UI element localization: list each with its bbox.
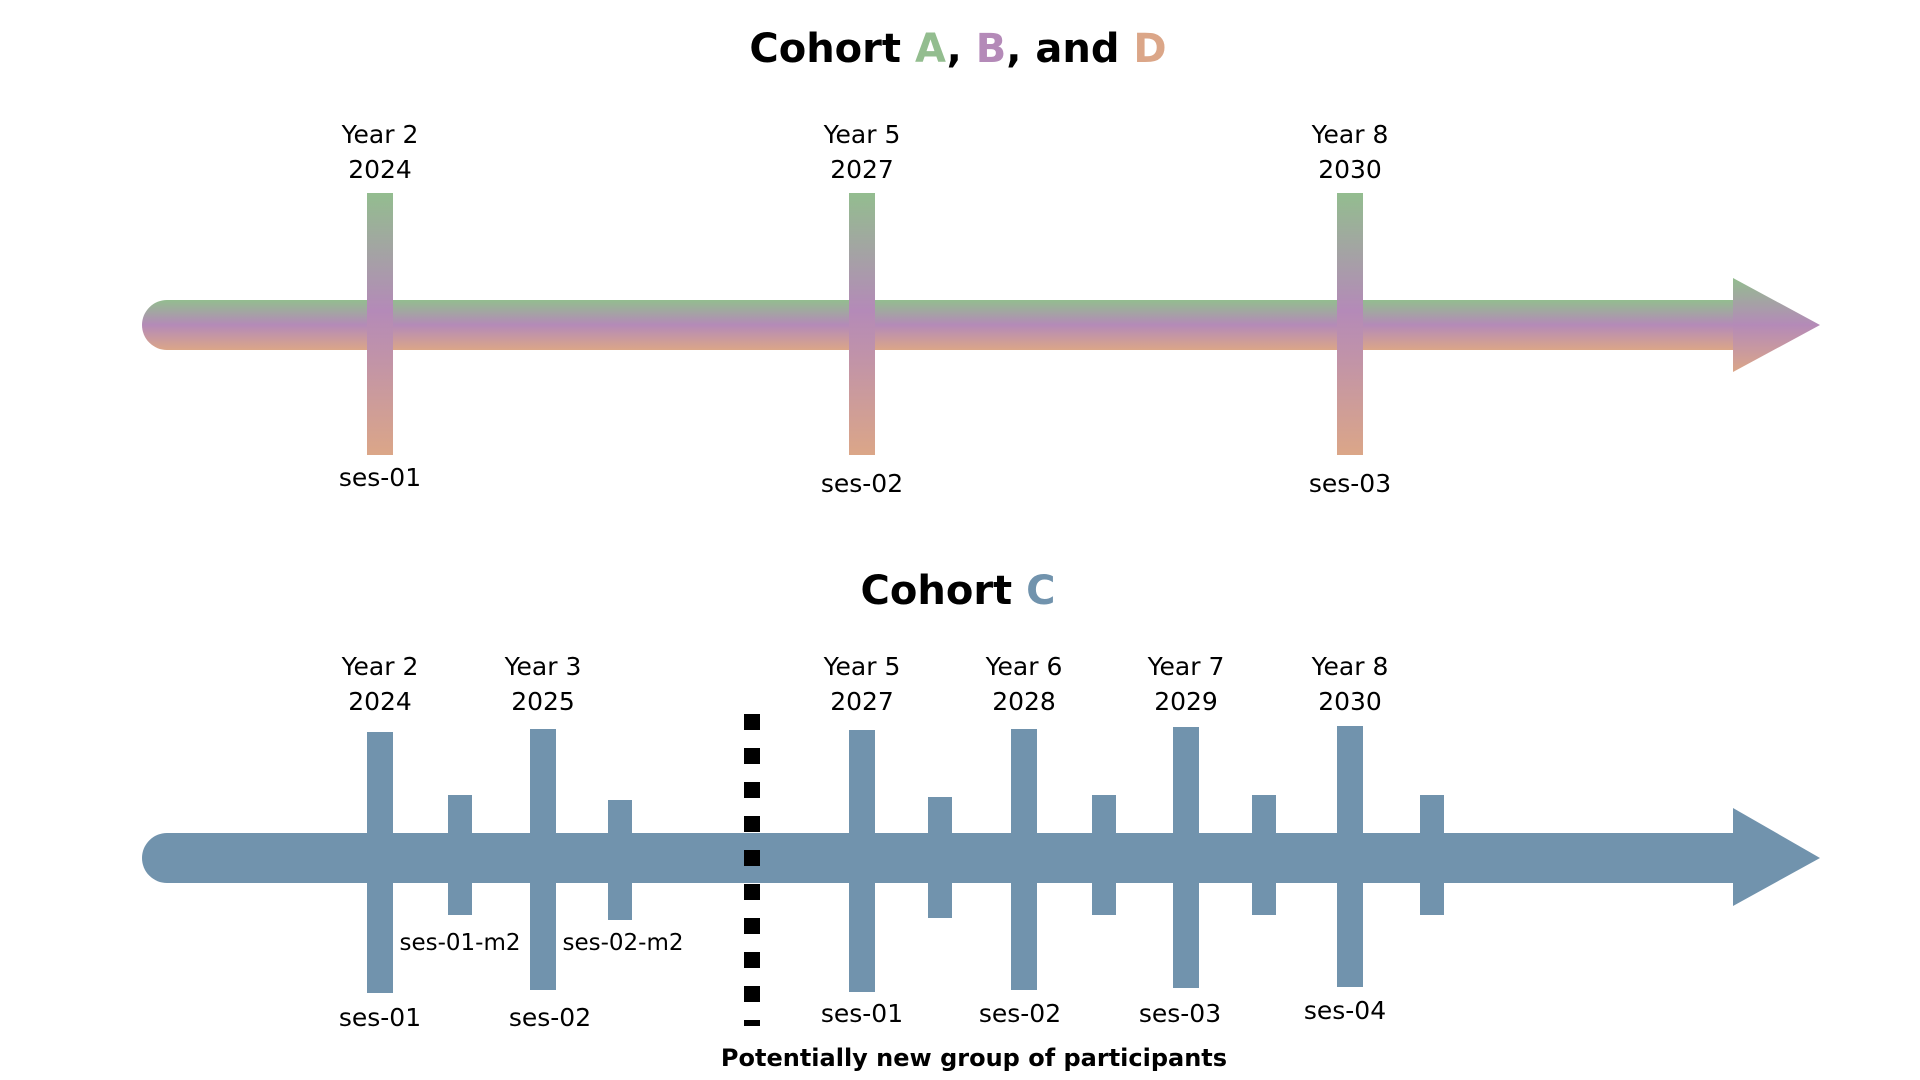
bottom-marker-bar — [1173, 727, 1199, 988]
bottom-title: Cohort C — [861, 568, 1056, 614]
marker-date: 2024 — [348, 155, 412, 184]
marker-date: 2024 — [348, 687, 412, 716]
cohort-a-label: A — [915, 26, 947, 72]
bottom-marker-bar — [1011, 729, 1037, 990]
cohort-b-label: B — [976, 26, 1007, 72]
midpoint-tick — [608, 800, 632, 920]
marker-date: 2027 — [830, 155, 894, 184]
top-marker: Year 2 2024 ses-01 — [339, 120, 421, 492]
top-marker-bar — [849, 193, 875, 455]
marker-session: ses-01 — [821, 999, 903, 1028]
marker-year: Year 6 — [985, 652, 1063, 681]
new-group-note: Potentially new group of participants — [721, 1044, 1227, 1072]
marker-date: 2025 — [511, 687, 575, 716]
bottom-marker: Year 8 2030 ses-04 — [1304, 652, 1389, 1025]
marker-date: 2030 — [1318, 155, 1382, 184]
midpoint-tick — [1252, 795, 1276, 915]
marker-year: Year 3 — [504, 652, 582, 681]
top-title: Cohort A, B, and D — [749, 26, 1166, 72]
bottom-marker: Year 7 2029 ses-03 — [1139, 652, 1225, 1028]
marker-date: 2029 — [1154, 687, 1218, 716]
cohort-c-label: C — [1026, 568, 1055, 614]
midpoint-tick — [1092, 795, 1116, 915]
marker-year: Year 2 — [341, 652, 419, 681]
marker-session: ses-04 — [1304, 996, 1386, 1025]
marker-year: Year 5 — [823, 652, 901, 681]
top-marker-bar — [1337, 193, 1363, 455]
marker-year: Year 8 — [1311, 120, 1389, 149]
top-marker: Year 5 2027 ses-02 — [821, 120, 903, 498]
bottom-marker: Year 2 2024 ses-01 — [339, 652, 421, 1032]
marker-date: 2030 — [1318, 687, 1382, 716]
marker-session: ses-02 — [509, 1003, 591, 1032]
midpoint-session: ses-02-m2 — [562, 930, 683, 956]
top-marker: Year 8 2030 ses-03 — [1309, 120, 1391, 498]
marker-session: ses-01 — [339, 463, 421, 492]
bottom-marker: Year 3 2025 ses-02 — [504, 652, 592, 1032]
bottom-marker-bar — [849, 730, 875, 992]
marker-session: ses-02 — [979, 999, 1061, 1028]
marker-session: ses-03 — [1309, 469, 1391, 498]
marker-year: Year 2 — [341, 120, 419, 149]
bottom-marker: Year 5 2027 ses-01 — [821, 652, 903, 1028]
bottom-timeline-arrow — [142, 808, 1820, 906]
bottom-marker-bar — [367, 732, 393, 993]
marker-year: Year 8 — [1311, 652, 1389, 681]
top-timeline-arrow — [142, 278, 1820, 372]
marker-year: Year 5 — [823, 120, 901, 149]
midpoint-tick — [1420, 795, 1444, 915]
bottom-marker: Year 6 2028 ses-02 — [979, 652, 1063, 1028]
marker-session: ses-03 — [1139, 999, 1221, 1028]
marker-session: ses-02 — [821, 469, 903, 498]
top-marker-bar — [367, 193, 393, 455]
marker-date: 2028 — [992, 687, 1056, 716]
marker-date: 2027 — [830, 687, 894, 716]
marker-year: Year 7 — [1147, 652, 1225, 681]
midpoint-tick — [928, 797, 952, 918]
midpoint-tick — [448, 795, 472, 915]
cohort-d-label: D — [1133, 26, 1166, 72]
marker-session: ses-01 — [339, 1003, 421, 1032]
midpoint-session: ses-01-m2 — [399, 930, 520, 956]
bottom-marker-bar — [1337, 726, 1363, 987]
bottom-marker-bar — [530, 729, 556, 990]
